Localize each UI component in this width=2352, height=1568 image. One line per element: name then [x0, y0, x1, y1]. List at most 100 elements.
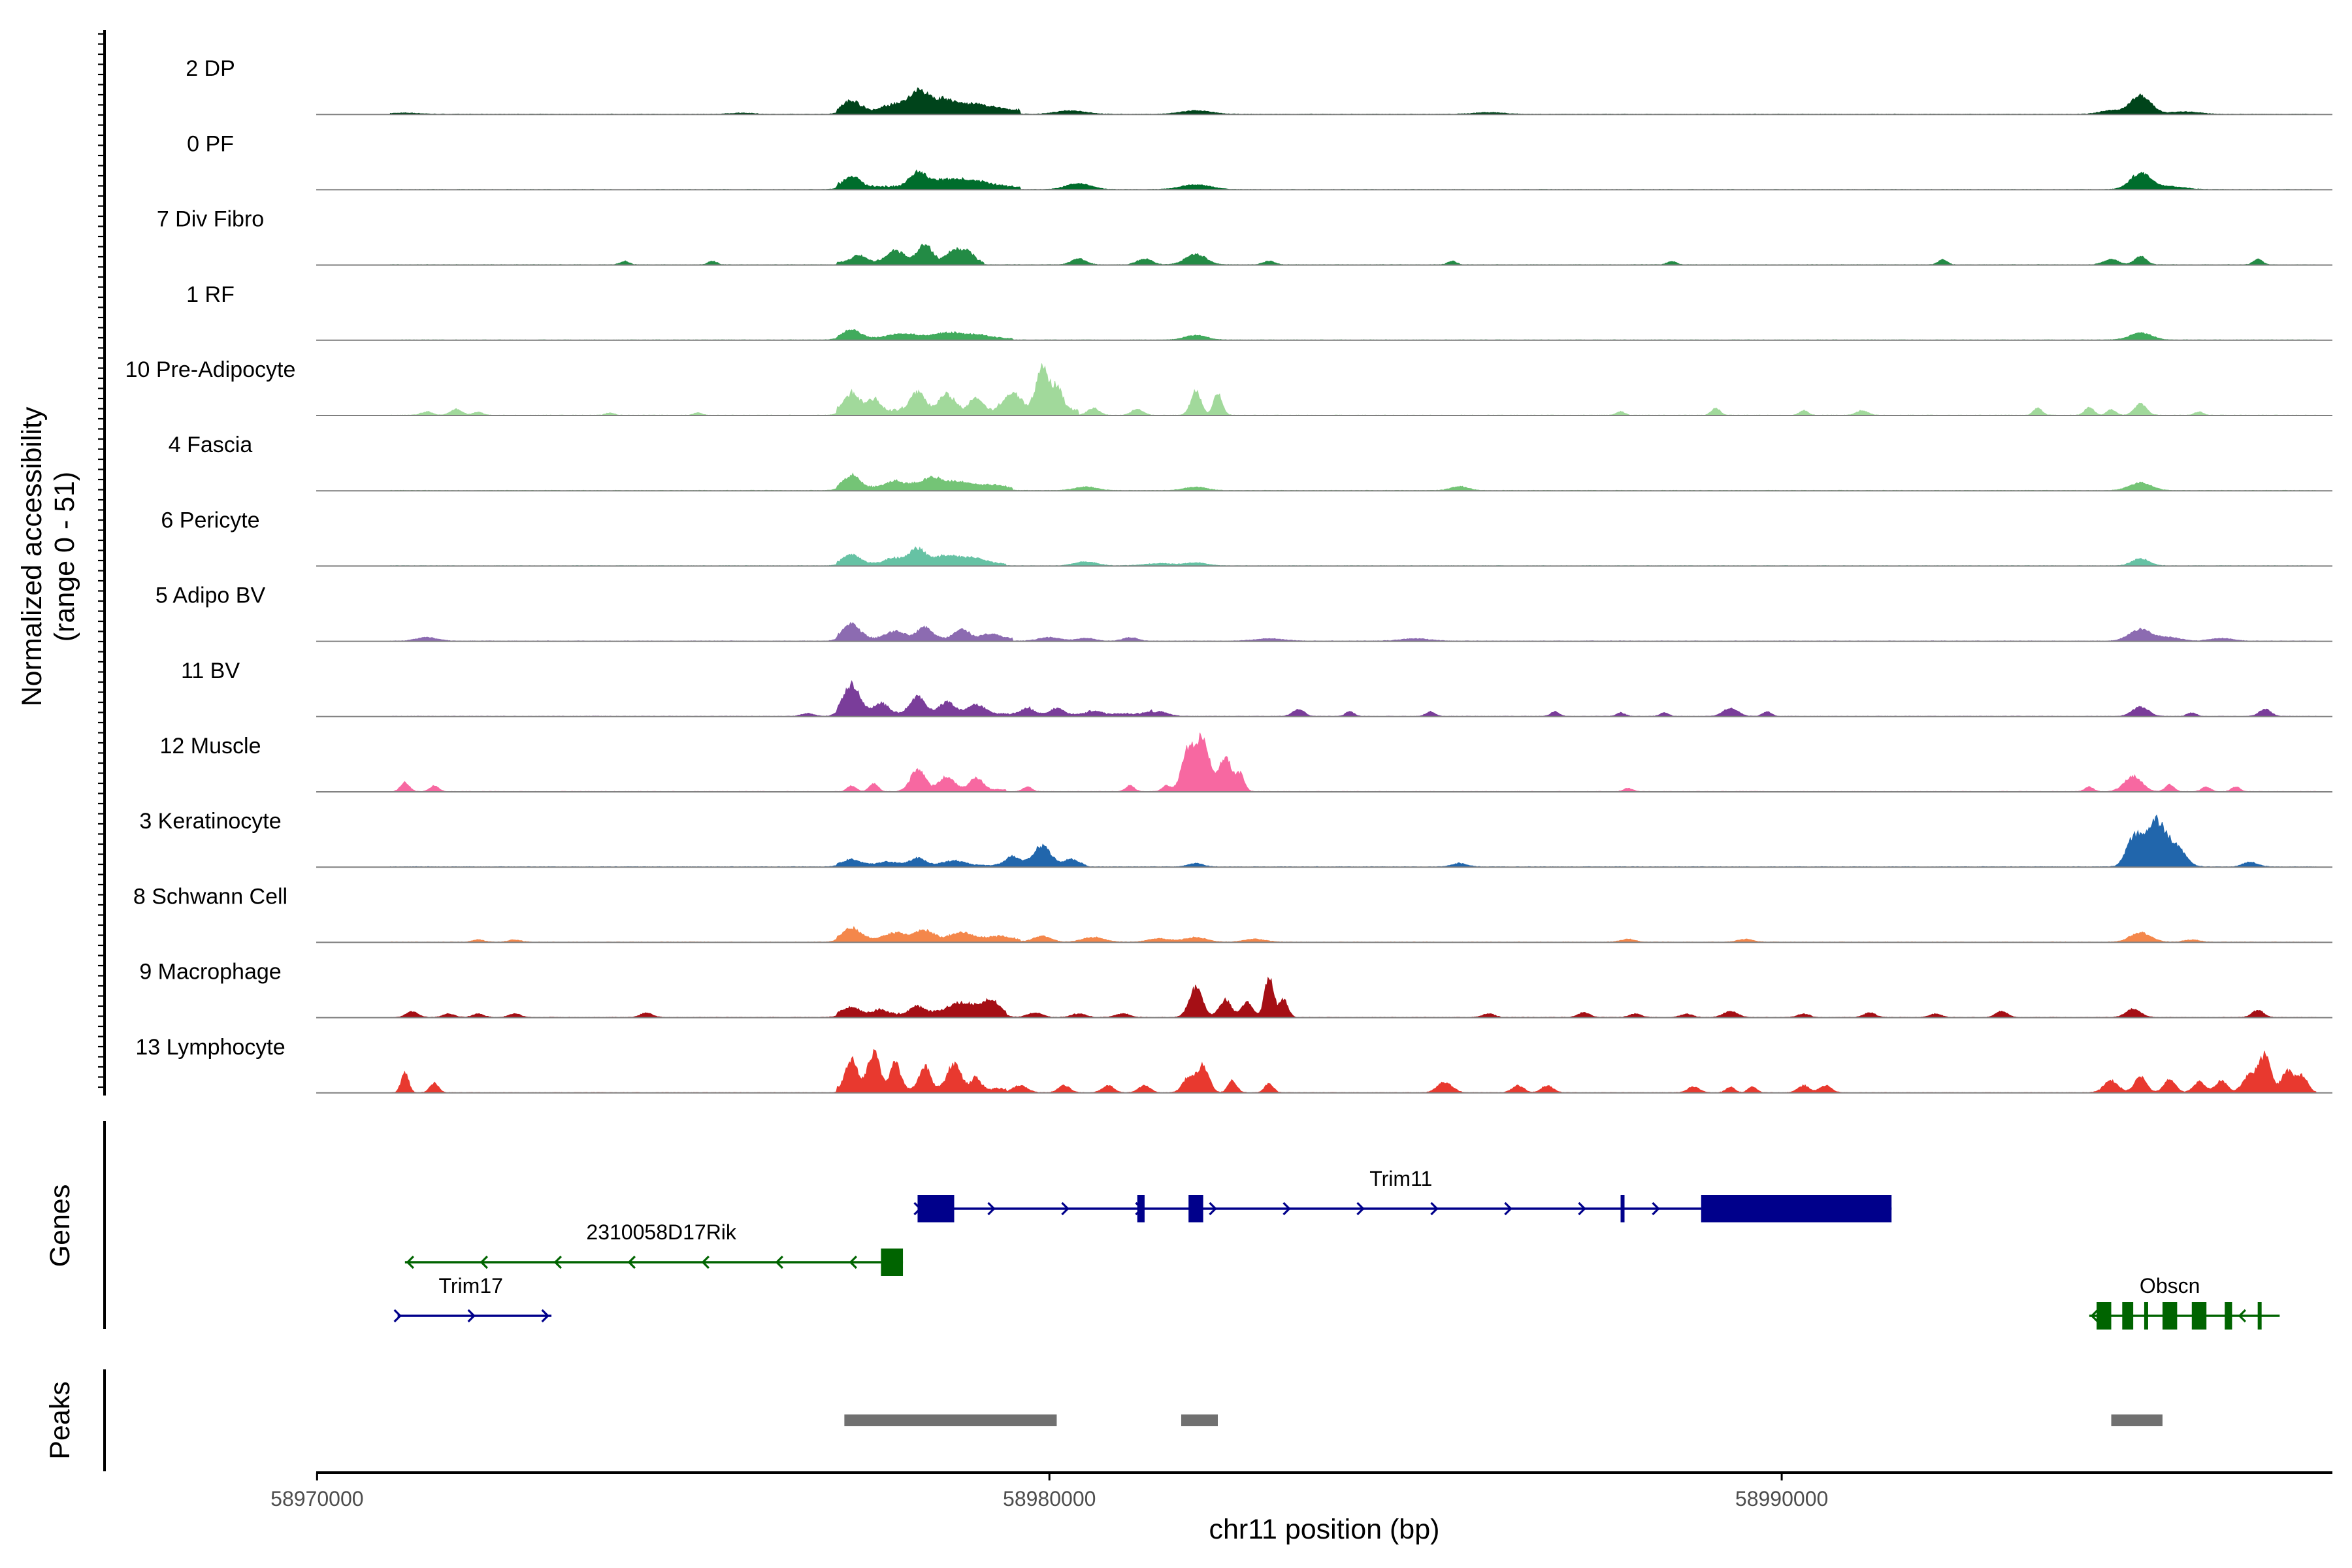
coverage-track: 8 Schwann Cell	[133, 884, 2332, 943]
gene-exon	[1620, 1195, 1625, 1222]
coverage-area	[389, 814, 2317, 868]
coverage-area	[389, 472, 2317, 491]
strand-arrow	[480, 1255, 488, 1269]
gene-exon	[2257, 1302, 2262, 1330]
gene-model: Obscn	[2089, 1274, 2280, 1330]
coverage-area	[389, 546, 2317, 566]
peaks-panel: Peaks	[44, 1369, 2163, 1471]
track-label: 1 RF	[186, 282, 235, 307]
gene-exon	[2162, 1302, 2178, 1330]
gene-exon	[2122, 1302, 2134, 1330]
gene-label: Obscn	[2140, 1274, 2200, 1298]
coverage-track: 6 Pericyte	[161, 508, 2332, 567]
track-label: 11 BV	[181, 659, 240, 683]
coverage-track: 4 Fascia	[169, 433, 2332, 492]
track-label: 0 PF	[187, 131, 234, 156]
track-label: 2 DP	[186, 56, 235, 81]
coverage-area	[389, 169, 2317, 190]
coverage-area	[389, 87, 2317, 115]
track-label: 13 Lymphocyte	[135, 1035, 285, 1060]
gene-exon	[2191, 1302, 2207, 1330]
strand-arrow	[2238, 1309, 2247, 1323]
track-label: 9 Macrophage	[139, 960, 281, 985]
track-label: 3 Keratinocyte	[139, 809, 281, 834]
gene-model: Trim11	[913, 1167, 1892, 1222]
track-label: 8 Schwann Cell	[133, 884, 287, 909]
gene-label: Trim17	[439, 1274, 503, 1298]
coverage-area	[389, 363, 2317, 416]
peaks-panel-label: Peaks	[44, 1381, 76, 1460]
strand-arrow	[541, 1309, 549, 1323]
strand-arrow	[775, 1255, 783, 1269]
coverage-track: 13 Lymphocyte	[135, 1035, 2332, 1094]
gene-exon	[2225, 1302, 2232, 1330]
coverage-area	[389, 244, 2317, 266]
coverage-track: 12 Muscle	[160, 732, 2332, 792]
strand-arrow	[393, 1309, 402, 1323]
gene-exon	[1137, 1195, 1145, 1222]
gene-exon	[1188, 1195, 1203, 1222]
coverage-track: 10 Pre-Adipocyte	[125, 357, 2332, 416]
gene-model: Trim17	[393, 1274, 552, 1323]
peak-region	[2111, 1414, 2163, 1426]
gene-label: Trim11	[1369, 1167, 1432, 1190]
strand-arrow	[1652, 1201, 1660, 1216]
x-axis-tick-label: 58990000	[1735, 1487, 1828, 1511]
gene-label: 2310058D17Rik	[586, 1220, 737, 1244]
gene-exon	[1701, 1195, 1892, 1222]
strand-arrow	[701, 1255, 710, 1269]
strand-arrow	[406, 1255, 414, 1269]
coverage-left-axis	[98, 30, 106, 1096]
y-axis-title: Normalized accessibility	[16, 406, 48, 706]
x-axis-tick-label: 58980000	[1003, 1487, 1096, 1511]
x-axis-title: chr11 position (bp)	[1209, 1514, 1440, 1545]
gene-models: Trim11 2310058D17Rik Trim17 Obscn	[393, 1167, 2280, 1330]
strand-arrow	[1504, 1201, 1512, 1216]
coverage-track: 1 RF	[186, 282, 2332, 341]
track-label: 5 Adipo BV	[155, 583, 266, 608]
strand-arrow	[467, 1309, 476, 1323]
strand-arrow	[553, 1255, 562, 1269]
coverage-track: 3 Keratinocyte	[139, 809, 2332, 868]
coverage-area	[389, 329, 2317, 341]
strand-arrow	[1578, 1201, 1586, 1216]
strand-arrow	[1430, 1201, 1439, 1216]
strand-arrow	[849, 1255, 857, 1269]
coverage-tracks: 2 DP 0 PF 7 Div Fibro 1 RF 10 Pre-Adipocyte 4…	[125, 56, 2332, 1094]
coverage-track: 2 DP	[186, 56, 2332, 116]
genes-panel: Genes Trim11 2310058D17Rik Trim17 Obscn	[44, 1121, 2280, 1330]
y-axis-title-range: (range 0 - 51)	[49, 472, 80, 642]
coverage-track: 9 Macrophage	[139, 960, 2332, 1019]
coverage-track: 0 PF	[187, 131, 2332, 191]
coverage-track: 11 BV	[181, 659, 2332, 717]
track-label: 10 Pre-Adipocyte	[125, 357, 296, 382]
strand-arrow	[1282, 1201, 1291, 1216]
gene-exon	[917, 1195, 955, 1222]
track-label: 6 Pericyte	[161, 508, 259, 532]
gene-model: 2310058D17Rik	[404, 1220, 904, 1276]
strand-arrow	[627, 1255, 636, 1269]
coverage-area	[389, 976, 2317, 1019]
strand-arrow	[2090, 1309, 2099, 1323]
peak-regions	[844, 1414, 2163, 1426]
coverage-area	[389, 926, 2317, 943]
coverage-track: 7 Div Fibro	[157, 207, 2332, 266]
gene-exon	[2097, 1302, 2112, 1330]
coverage-area	[389, 680, 2317, 717]
track-label: 4 Fascia	[169, 433, 253, 457]
gene-exon	[881, 1249, 904, 1276]
track-label: 12 Muscle	[160, 734, 261, 759]
coverage-area	[389, 621, 2318, 642]
coverage-track: 5 Adipo BV	[155, 583, 2332, 642]
peak-region	[844, 1414, 1057, 1426]
gene-exon	[2144, 1302, 2148, 1330]
x-axis: 58970000 58980000 58990000	[270, 1471, 2332, 1511]
genes-panel-label: Genes	[44, 1184, 76, 1267]
strand-arrow	[1356, 1201, 1365, 1216]
strand-arrow	[1209, 1201, 1217, 1216]
strand-arrow	[1061, 1201, 1070, 1216]
peak-region	[1181, 1414, 1218, 1426]
coverage-area	[389, 1049, 2317, 1094]
x-axis-tick-label: 58970000	[270, 1487, 363, 1511]
